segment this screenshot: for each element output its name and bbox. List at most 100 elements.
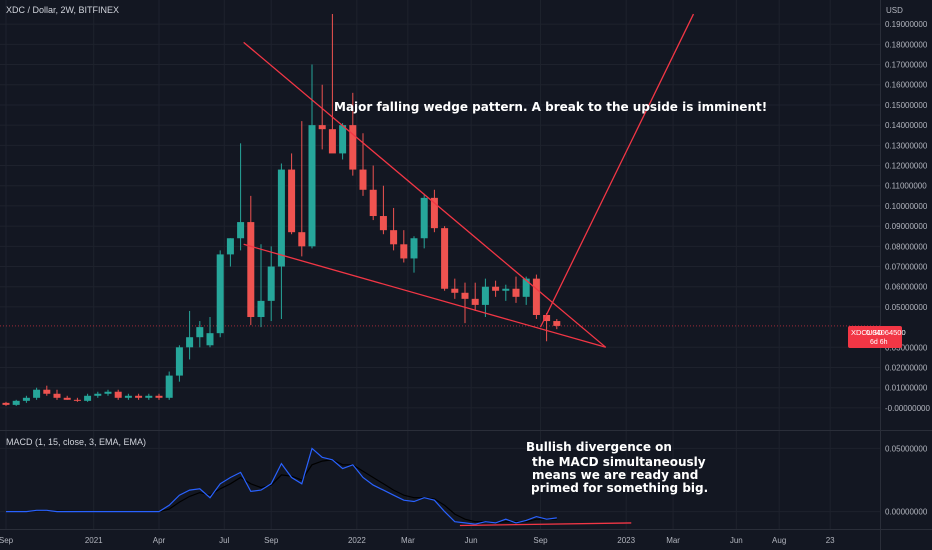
candle <box>267 246 275 322</box>
candle-body <box>175 347 183 376</box>
candle-body <box>532 278 540 315</box>
candle <box>369 165 377 221</box>
candle <box>12 399 20 406</box>
time-axis: JulSep2021AprJulSep2022MarJunSep2023MarJ… <box>0 536 835 545</box>
candle-body <box>155 395 163 398</box>
candle <box>328 14 336 154</box>
candle <box>298 121 306 257</box>
candle-body <box>451 288 459 293</box>
macd-annotation-line-2: the MACD simultaneously <box>532 455 706 469</box>
candle-body <box>379 216 387 231</box>
candle-body <box>33 389 41 398</box>
candle <box>216 250 224 338</box>
candle-body <box>400 244 408 259</box>
price-tick-label: 0.10000000 <box>885 202 928 211</box>
candle <box>481 278 489 318</box>
candle <box>2 401 10 406</box>
currency-label: USD <box>886 6 903 15</box>
price-badge-bg <box>848 326 902 348</box>
wedge-upper-line <box>243 41 607 348</box>
candle-body <box>84 395 92 401</box>
candle <box>420 193 428 249</box>
price-badge-symbol: XDCUSD <box>851 328 883 337</box>
macd-tick-label: 0.05000000 <box>885 444 928 453</box>
candle <box>553 319 561 330</box>
candle <box>84 393 92 402</box>
candle-body <box>512 288 520 297</box>
candle-body <box>543 314 551 322</box>
candle-body <box>257 300 265 318</box>
price-tick-label: 0.09000000 <box>885 222 928 231</box>
price-tick-label: 0.03000000 <box>885 343 928 352</box>
candle <box>124 393 132 400</box>
macd-divergence-line <box>459 522 632 527</box>
candle-body <box>226 238 234 255</box>
candle <box>288 153 296 235</box>
time-tick-label: Sep <box>264 536 279 545</box>
candle-body <box>328 129 336 154</box>
candle-body <box>237 222 245 239</box>
macd-title: MACD (1, 15, close, 3, EMA, EMA) <box>6 437 146 447</box>
candle-body <box>145 395 153 398</box>
candle-body <box>73 399 81 401</box>
candle-body <box>114 391 122 398</box>
candle <box>186 310 194 360</box>
time-tick-label: Sep <box>0 536 14 545</box>
candle <box>532 274 540 320</box>
time-tick-label: Sep <box>533 536 548 545</box>
trendlines <box>243 13 695 348</box>
macd-axis: 0.05000000 0.00000000 <box>885 444 928 516</box>
time-tick-label: Mar <box>401 536 415 545</box>
time-tick-label: Mar <box>666 536 680 545</box>
candle-body <box>43 389 51 394</box>
candle-body <box>53 393 61 398</box>
macd-lines <box>6 447 632 527</box>
time-tick-label: Jun <box>465 536 478 545</box>
candle <box>73 397 81 402</box>
price-tick-label: 0.06000000 <box>885 283 928 292</box>
candle-body <box>308 125 316 247</box>
candle <box>502 284 510 301</box>
candle-body <box>216 254 224 334</box>
candle <box>430 189 438 233</box>
time-tick-label: Aug <box>772 536 786 545</box>
candle <box>492 280 500 297</box>
candle-body <box>461 292 469 299</box>
candle <box>175 345 183 382</box>
price-badge-price: 0.04064500 <box>866 328 906 337</box>
candle <box>43 385 51 396</box>
candle <box>522 276 530 305</box>
time-tick-label: Apr <box>153 536 166 545</box>
time-tick-label: Jul <box>219 536 229 545</box>
candle <box>114 389 122 400</box>
price-tick-label: 0.15000000 <box>885 101 928 110</box>
candle <box>512 276 520 303</box>
price-badge-countdown: 6d 6h <box>870 339 888 346</box>
candle <box>104 389 112 396</box>
candle-body <box>522 278 530 297</box>
symbol-title: XDC / Dollar, 2W, BITFINEX <box>6 5 119 15</box>
price-axis: 0.19000000 0.18000000 0.17000000 0.16000000… <box>885 20 930 413</box>
price-tick-label: -0.00000000 <box>885 404 930 413</box>
price-tick-label: 0.05000000 <box>885 303 928 312</box>
candle-body <box>2 402 10 405</box>
candle-body <box>135 395 143 398</box>
candle-body <box>339 125 347 154</box>
candle-body <box>94 393 102 396</box>
price-tick-label: 0.19000000 <box>885 20 928 29</box>
candle <box>53 389 61 400</box>
candle <box>33 387 41 400</box>
candle-body <box>553 321 561 326</box>
candle <box>196 321 204 348</box>
candle <box>543 312 551 342</box>
candle <box>471 282 479 311</box>
candle-body <box>492 286 500 291</box>
grid <box>0 0 880 529</box>
price-tick-label: 0.13000000 <box>885 141 928 150</box>
candle-body <box>288 169 296 233</box>
candle-body <box>410 238 418 259</box>
candle-body <box>420 197 428 239</box>
candle-body <box>267 266 275 301</box>
projected-breakout-line <box>539 13 695 328</box>
